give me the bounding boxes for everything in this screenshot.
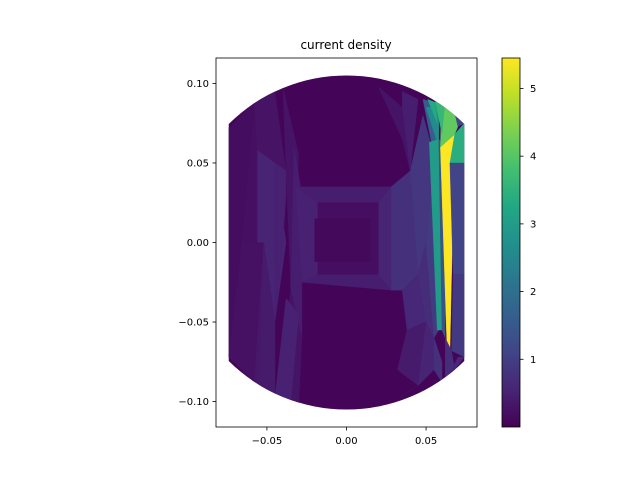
y-tick-label: 0.00: [187, 238, 209, 249]
chart-title: current density: [300, 38, 391, 52]
mesh-cell: [427, 99, 438, 124]
mesh-cell: [449, 122, 465, 164]
mesh-cell: [378, 186, 392, 291]
y-axis: −0.10 −0.05 0.00 0.05 0.10: [178, 79, 216, 408]
colorbar-tick-label: 5: [530, 84, 536, 95]
y-tick-label: −0.10: [178, 397, 209, 408]
colorbar-ticks: 1 2 3 4 5: [520, 84, 536, 366]
mesh-cell: [402, 91, 419, 171]
mesh-domain: [228, 75, 465, 410]
colorbar-tick-label: 1: [530, 355, 536, 366]
x-axis: −0.05 0.00 0.05: [252, 427, 437, 447]
colorbar-tick-label: 3: [530, 219, 536, 230]
mesh-cell: [314, 218, 371, 262]
mesh-cell: [274, 162, 287, 323]
mesh-cell: [449, 162, 465, 275]
colorbar-tick-label: 4: [530, 152, 536, 163]
mesh-cell: [451, 274, 465, 358]
mesh-cells: [228, 82, 465, 405]
x-tick-label: −0.05: [252, 436, 283, 447]
colorbar-gradient-bar: [502, 58, 520, 427]
y-tick-label: 0.05: [187, 158, 209, 169]
colorbar: 1 2 3 4 5: [501, 57, 536, 428]
x-tick-label: 0.00: [335, 436, 357, 447]
colorbar-frame: [501, 57, 521, 428]
y-tick-label: −0.05: [178, 318, 209, 329]
x-tick-label: 0.05: [415, 436, 437, 447]
plot-area: −0.05 0.00 0.05 −0.10 −0.05 0.00 0.05 0.10: [178, 57, 478, 447]
y-tick-label: 0.10: [187, 79, 209, 90]
colorbar-tick-label: 2: [530, 287, 536, 298]
